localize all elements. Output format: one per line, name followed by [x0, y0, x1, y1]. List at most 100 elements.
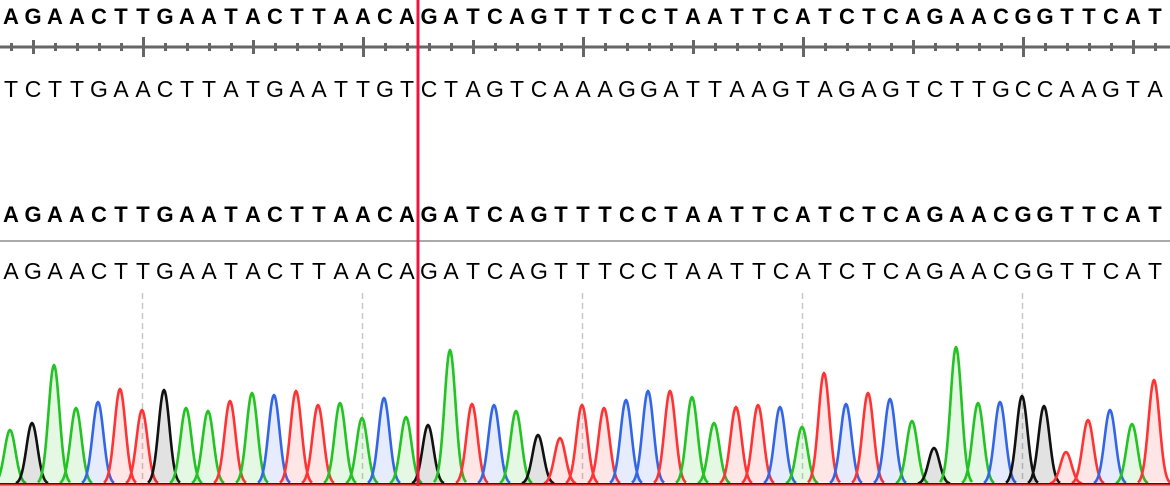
base-T[interactable]: T: [598, 202, 612, 227]
base-T[interactable]: T: [47, 76, 63, 102]
base-G[interactable]: G: [376, 76, 394, 102]
base-G[interactable]: G: [1014, 4, 1032, 29]
base-A[interactable]: A: [245, 258, 261, 284]
base-A[interactable]: A: [905, 202, 921, 227]
base-C[interactable]: C: [377, 4, 393, 29]
base-C[interactable]: C: [487, 4, 503, 29]
base-C[interactable]: C: [1103, 4, 1119, 29]
base-C[interactable]: C: [618, 258, 636, 284]
base-G[interactable]: G: [420, 202, 438, 227]
base-C[interactable]: C: [838, 258, 856, 284]
base-T[interactable]: T: [664, 202, 678, 227]
base-T[interactable]: T: [752, 202, 766, 227]
base-A[interactable]: A: [707, 202, 723, 227]
base-A[interactable]: A: [443, 202, 459, 227]
base-T[interactable]: T: [554, 4, 568, 29]
base-C[interactable]: C: [267, 4, 283, 29]
base-T[interactable]: T: [311, 258, 327, 284]
base-A[interactable]: A: [355, 258, 371, 284]
base-A[interactable]: A: [47, 4, 63, 29]
base-G[interactable]: G: [1036, 202, 1054, 227]
base-C[interactable]: C: [883, 202, 899, 227]
base-T[interactable]: T: [597, 258, 613, 284]
base-T[interactable]: T: [224, 202, 238, 227]
base-C[interactable]: C: [266, 258, 284, 284]
base-C[interactable]: C: [882, 258, 900, 284]
base-A[interactable]: A: [201, 202, 217, 227]
base-T[interactable]: T: [861, 258, 877, 284]
base-T[interactable]: T: [509, 76, 525, 102]
base-A[interactable]: A: [333, 4, 349, 29]
base-C[interactable]: C: [420, 76, 438, 102]
base-T[interactable]: T: [135, 258, 151, 284]
base-C[interactable]: C: [773, 202, 789, 227]
base-T[interactable]: T: [575, 258, 591, 284]
base-A[interactable]: A: [201, 258, 217, 284]
base-A[interactable]: A: [707, 258, 723, 284]
base-C[interactable]: C: [641, 4, 657, 29]
base-T[interactable]: T: [136, 4, 150, 29]
base-T[interactable]: T: [245, 76, 261, 102]
base-A[interactable]: A: [179, 258, 195, 284]
base-A[interactable]: A: [685, 202, 701, 227]
base-A[interactable]: A: [3, 202, 19, 227]
base-C[interactable]: C: [619, 4, 635, 29]
base-A[interactable]: A: [663, 76, 679, 102]
base-A[interactable]: A: [971, 258, 987, 284]
base-T[interactable]: T: [795, 76, 811, 102]
base-C[interactable]: C: [926, 76, 944, 102]
base-G[interactable]: G: [156, 258, 174, 284]
base-A[interactable]: A: [949, 4, 965, 29]
base-G[interactable]: G: [156, 202, 174, 227]
base-G[interactable]: G: [1014, 258, 1032, 284]
base-G[interactable]: G: [640, 76, 658, 102]
base-T[interactable]: T: [730, 202, 744, 227]
base-A[interactable]: A: [399, 202, 415, 227]
base-G[interactable]: G: [420, 4, 438, 29]
base-A[interactable]: A: [861, 76, 877, 102]
base-A[interactable]: A: [1147, 76, 1163, 102]
base-A[interactable]: A: [971, 202, 987, 227]
base-G[interactable]: G: [1036, 258, 1054, 284]
base-A[interactable]: A: [795, 4, 811, 29]
base-A[interactable]: A: [223, 76, 239, 102]
base-A[interactable]: A: [355, 202, 371, 227]
base-T[interactable]: T: [399, 76, 415, 102]
base-G[interactable]: G: [156, 4, 174, 29]
base-A[interactable]: A: [509, 258, 525, 284]
base-T[interactable]: T: [818, 4, 832, 29]
base-T[interactable]: T: [576, 202, 590, 227]
base-T[interactable]: T: [553, 258, 569, 284]
base-T[interactable]: T: [752, 4, 766, 29]
base-T[interactable]: T: [1148, 202, 1162, 227]
base-T[interactable]: T: [862, 202, 876, 227]
base-T[interactable]: T: [905, 76, 921, 102]
base-T[interactable]: T: [1082, 202, 1096, 227]
base-T[interactable]: T: [466, 202, 480, 227]
base-A[interactable]: A: [333, 202, 349, 227]
base-T[interactable]: T: [465, 258, 481, 284]
base-G[interactable]: G: [24, 258, 42, 284]
base-T[interactable]: T: [355, 76, 371, 102]
base-T[interactable]: T: [663, 258, 679, 284]
base-A[interactable]: A: [465, 76, 481, 102]
base-C[interactable]: C: [839, 202, 855, 227]
base-T[interactable]: T: [1060, 4, 1074, 29]
base-G[interactable]: G: [530, 258, 548, 284]
base-A[interactable]: A: [311, 76, 327, 102]
base-A[interactable]: A: [179, 202, 195, 227]
base-A[interactable]: A: [971, 4, 987, 29]
base-T[interactable]: T: [113, 258, 129, 284]
base-A[interactable]: A: [751, 76, 767, 102]
base-T[interactable]: T: [1148, 4, 1162, 29]
base-C[interactable]: C: [376, 258, 394, 284]
base-T[interactable]: T: [707, 76, 723, 102]
base-C[interactable]: C: [773, 4, 789, 29]
base-C[interactable]: C: [156, 76, 174, 102]
base-A[interactable]: A: [509, 4, 525, 29]
base-G[interactable]: G: [838, 76, 856, 102]
base-A[interactable]: A: [795, 202, 811, 227]
base-G[interactable]: G: [926, 258, 944, 284]
base-A[interactable]: A: [509, 202, 525, 227]
base-A[interactable]: A: [355, 4, 371, 29]
